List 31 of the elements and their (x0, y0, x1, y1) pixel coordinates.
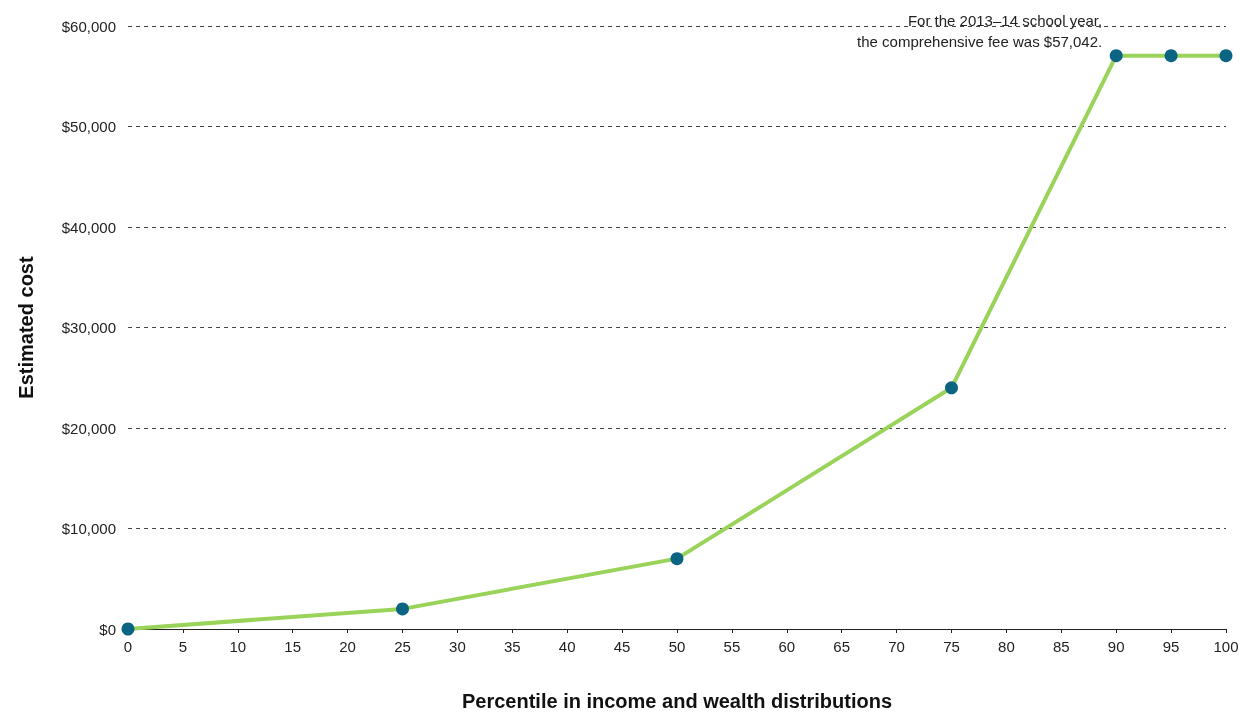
x-tick-label: 80 (998, 638, 1015, 655)
x-tick-label: 25 (394, 638, 411, 655)
x-tick-label: 5 (178, 638, 188, 655)
x-tick-label: 15 (284, 638, 302, 655)
y-tick-label: $0 (99, 620, 116, 638)
x-tick-label: 50 (668, 638, 686, 655)
annotation: For the 2013–14 school year, the comprehensive fee was $57,042. (857, 11, 1103, 50)
x-tick-label: 60 (778, 638, 796, 655)
x-tick-label: 35 (503, 638, 521, 655)
x-tick-label: 10 (229, 638, 247, 655)
x-tick-label: 55 (723, 638, 741, 655)
x-tick-label: 85 (1052, 638, 1070, 655)
x-tick-label: 20 (339, 638, 356, 655)
x-tick-label: 65 (833, 638, 851, 655)
x-tick-label: 30 (449, 638, 466, 655)
y-tick-label: $40,000 (61, 218, 116, 236)
x-tick-label: 45 (613, 638, 631, 655)
y-axis-title: Estimated cost (15, 256, 37, 399)
x-tick-label: 100 (1213, 638, 1239, 655)
y-tick-label: $10,000 (61, 520, 116, 537)
x-tick-label: 95 (1162, 638, 1180, 655)
x-tick-label: 0 (123, 638, 133, 655)
x-axis-title: Percentile in income and wealth distributions (461, 690, 893, 712)
x-tick-label: 70 (888, 638, 905, 655)
x-tick-label: 75 (943, 638, 960, 655)
y-tick-label: $60,000 (61, 17, 116, 35)
y-tick-label: $50,000 (61, 118, 116, 135)
x-tick-label: 40 (558, 638, 576, 655)
x-tick-label: 90 (1107, 638, 1125, 655)
y-tick-label: $30,000 (61, 319, 116, 336)
y-tick-label: $20,000 (61, 419, 116, 437)
